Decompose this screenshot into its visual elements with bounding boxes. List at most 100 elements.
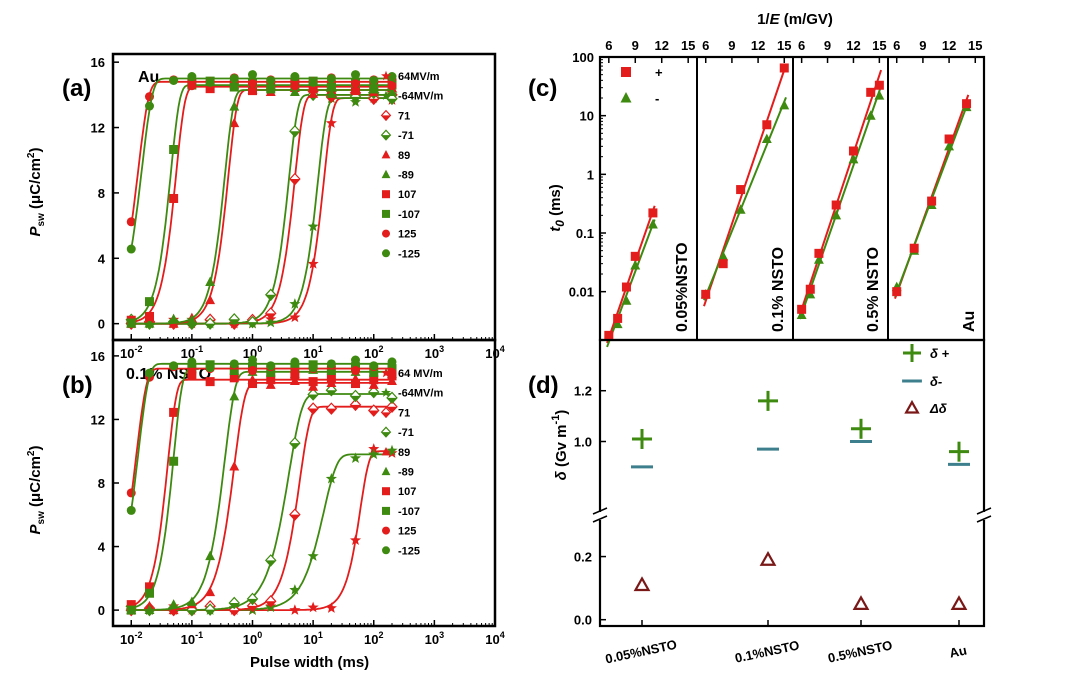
data-point <box>831 209 842 220</box>
legend-label: -64MV/m <box>398 91 443 103</box>
data-point <box>307 601 319 613</box>
fit-curve <box>131 97 392 325</box>
x-tick-label: 15 <box>968 38 982 53</box>
y-tick-label: 0.1 <box>576 226 594 241</box>
data-point <box>264 307 277 320</box>
y-tick-label: 0.0 <box>574 613 592 628</box>
panel-d-y-axis-label: δ (Gv m-1) <box>550 410 570 481</box>
marker-fill <box>289 443 300 449</box>
data-point <box>367 404 380 417</box>
panel-label-a: (a) <box>62 75 91 102</box>
data-point <box>289 604 301 615</box>
panel-b-y-axis-label: Psw (μC/cm2) <box>26 446 47 535</box>
fit-curve <box>131 85 392 324</box>
data-point <box>228 596 241 610</box>
x-tick-label: 12 <box>846 38 860 53</box>
x-tick-label: 9 <box>919 38 926 53</box>
data-point <box>266 361 276 371</box>
data-point <box>369 75 379 85</box>
fit-curve <box>130 84 392 322</box>
legend-label: -107 <box>398 209 420 221</box>
legend-marker <box>381 90 391 100</box>
data-point <box>369 361 379 371</box>
y-tick-label: 4 <box>98 251 106 266</box>
legend-marker <box>382 190 390 199</box>
data-point <box>326 88 337 98</box>
data-point <box>144 368 154 378</box>
data-point <box>387 72 397 82</box>
data-point <box>169 193 179 203</box>
data-point <box>126 605 136 615</box>
data-point <box>144 311 154 321</box>
data-point <box>796 309 807 320</box>
legend-marker <box>380 406 392 419</box>
data-point <box>247 70 257 80</box>
marker-fill <box>308 408 319 414</box>
data-point <box>326 359 336 369</box>
legend-label: δ- <box>930 374 942 389</box>
data-point <box>369 84 379 94</box>
legend-marker <box>382 546 390 555</box>
data-point <box>205 294 216 305</box>
fit-curve <box>131 453 392 611</box>
fit-curve <box>131 94 392 325</box>
svg-text:δ (Gv m-1): δ (Gv m-1) <box>550 410 570 481</box>
y-tick-label: 10 <box>580 109 594 124</box>
data-point <box>648 208 658 218</box>
legend-label: -107 <box>398 506 420 518</box>
subpanel-label: Au <box>961 311 978 332</box>
data-point <box>289 436 301 450</box>
y-tick-label: 0 <box>98 317 105 332</box>
chart-d: 1.0 1.2 0.0 0.2 0.05%NSTO 0.1%NSTO 0.5%NSTO Au δ… <box>574 338 992 666</box>
data-point <box>874 90 885 100</box>
break-slash <box>976 515 992 523</box>
data-point <box>386 92 398 106</box>
data-point <box>848 153 859 164</box>
x-tick-label: 103 <box>425 630 444 647</box>
subpanel-label: 0.5% NSTO <box>865 247 882 332</box>
svg-text:Psw (μC/cm2): Psw (μC/cm2) <box>26 148 47 237</box>
data-point <box>289 298 301 309</box>
y-tick-label: 1 <box>587 167 594 182</box>
data-point <box>264 594 277 608</box>
data-point <box>289 508 301 521</box>
y-tick-label: 8 <box>98 186 105 201</box>
x-tick-label: 10-2 <box>120 344 142 361</box>
legend-marker <box>620 92 632 103</box>
data-point <box>229 117 240 128</box>
marker-fill <box>289 131 300 137</box>
data-point <box>368 443 380 454</box>
data-point <box>168 604 179 615</box>
legend-label: -64MV/m <box>398 388 443 400</box>
data-point <box>169 456 179 466</box>
data-point <box>349 452 362 463</box>
data-point <box>630 251 640 261</box>
data-point <box>307 258 319 269</box>
data-point <box>205 586 216 597</box>
data-point <box>229 366 239 376</box>
data-point <box>759 550 777 566</box>
marker-fill <box>186 323 197 330</box>
data-point <box>205 276 216 286</box>
data-point <box>246 315 259 329</box>
svg-text:1/E (m/GV): 1/E (m/GV) <box>757 11 833 28</box>
data-point <box>205 84 215 94</box>
panel-label-d: (d) <box>528 372 559 399</box>
legend-label: 125 <box>398 229 416 241</box>
marker-fill <box>186 610 197 616</box>
data-point <box>307 550 319 561</box>
break-slash <box>592 515 608 523</box>
data-point <box>246 599 259 613</box>
marker-fill <box>381 432 391 437</box>
marker-fill <box>247 322 258 328</box>
x-tick-label: 100 <box>243 630 262 647</box>
subpanel-label: 0.05%NSTO <box>674 242 691 332</box>
y-tick-label: 4 <box>98 540 106 555</box>
data-point <box>368 448 380 460</box>
y-tick-label: 8 <box>98 476 105 491</box>
data-point <box>186 314 197 325</box>
panel-c-y-axis-label: t0 (ms) <box>547 184 567 232</box>
legend-label: Δδ <box>929 401 947 416</box>
data-point <box>290 81 300 91</box>
